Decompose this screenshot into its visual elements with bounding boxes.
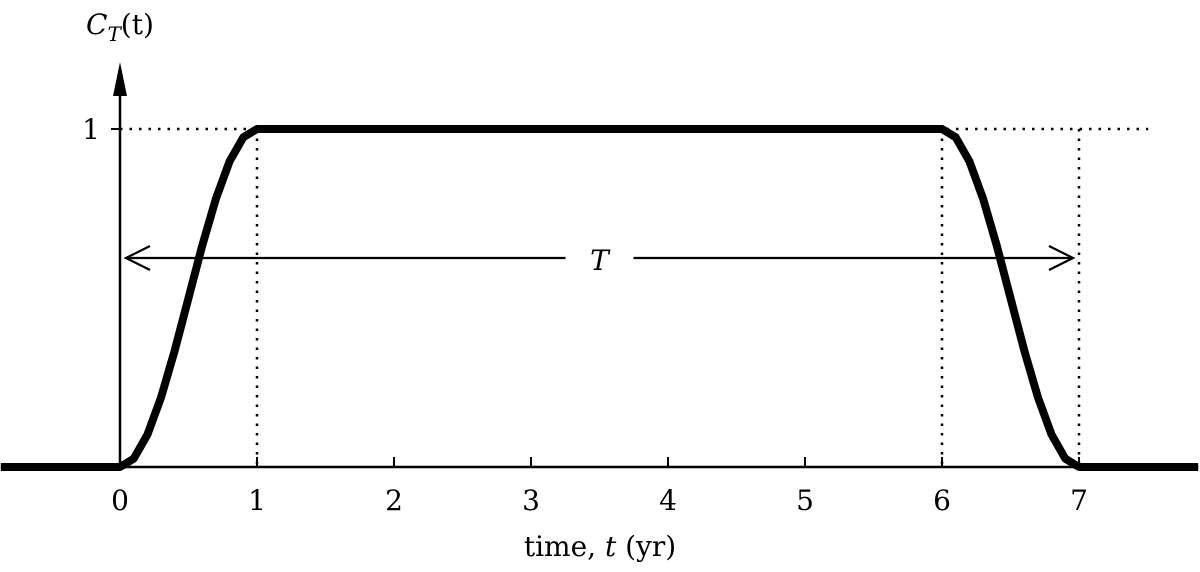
y-axis-title-main: C [86, 8, 107, 41]
x-tick-label-4: 4 [659, 484, 677, 517]
y-axis-arrowhead [113, 62, 127, 96]
x-tick-label-3: 3 [522, 484, 540, 517]
span-arrow-left-head [123, 245, 151, 271]
x-axis-title-suffix: (yr) [616, 530, 676, 563]
x-tick-label-2: 2 [385, 484, 403, 517]
series-line-0 [0, 125, 1199, 471]
x-tick-label-0: 0 [111, 484, 129, 517]
y-axis-title: CT(t) [86, 8, 154, 46]
x-axis-title: time, t (yr) [524, 530, 676, 563]
x-tick-label-5: 5 [796, 484, 814, 517]
y-tick-label-1: 1 [82, 113, 100, 146]
y-axis-title-argument: (t) [121, 8, 154, 41]
span-arrow-right-head [1048, 245, 1076, 271]
span-annotation-label: T [590, 244, 611, 277]
x-axis-title-prefix: time, [524, 530, 605, 563]
x-axis-title-variable: t [605, 530, 617, 563]
x-tick-label-1: 1 [248, 484, 266, 517]
y-axis-title-subscript: T [107, 22, 122, 46]
x-tick-label-6: 6 [933, 484, 951, 517]
x-tick-label-7: 7 [1070, 484, 1088, 517]
